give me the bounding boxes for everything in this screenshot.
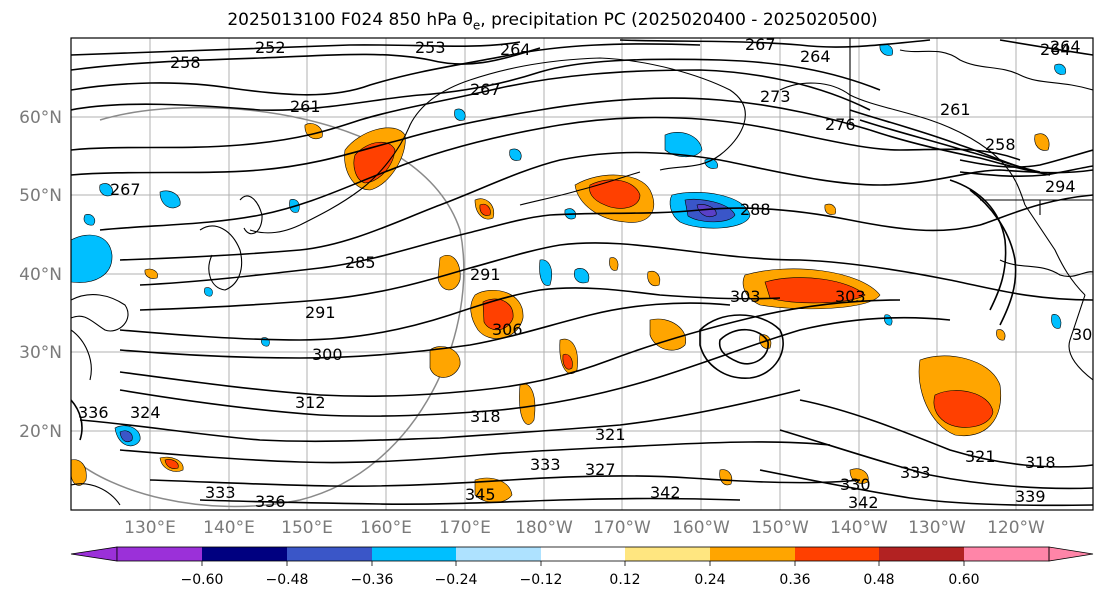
contour-label-23: 306	[492, 320, 523, 339]
lon-label-150e: 150°E	[281, 518, 333, 538]
contour-label-38: 330	[840, 475, 871, 494]
contour-label-24: 312	[295, 393, 326, 412]
colorbar-bin-6	[625, 547, 710, 561]
lon-label-170w: 170°W	[593, 518, 651, 538]
contour-label-40: 336	[255, 492, 286, 511]
colorbar-tick-3: −0.24	[435, 572, 478, 588]
contour-label-25: 324	[130, 403, 161, 422]
coastlines	[71, 38, 1093, 506]
lon-label-170e: 170°E	[439, 518, 491, 538]
lat-label-50n: 50°N	[19, 186, 62, 206]
lon-label-160e: 160°E	[360, 518, 412, 538]
colorbar-tick-5: 0.12	[609, 572, 640, 588]
map-content: 252 253 258 264 267 264 264 261 267 273 …	[71, 35, 1093, 512]
map-title: 2025013100 F024 850 hPa θe, precipitatio…	[227, 10, 878, 33]
colorbar-bin-8	[795, 547, 879, 561]
contour-label-41: 30	[1072, 325, 1092, 344]
contour-label-6: 264	[1050, 37, 1081, 56]
contour-label-9: 273	[760, 87, 791, 106]
lat-label-30n: 30°N	[19, 343, 62, 363]
lon-label-180w: 180°W	[515, 518, 573, 538]
contour-label-14: 294	[1045, 177, 1076, 196]
colorbar-tick-8: 0.48	[863, 572, 894, 588]
contour-label-34: 339	[1015, 487, 1046, 506]
contour-label-1: 253	[415, 38, 446, 57]
colorbar-bin-4	[456, 547, 541, 561]
lon-label-120w: 120°W	[987, 518, 1045, 538]
lat-label-60n: 60°N	[19, 108, 62, 128]
contour-label-39: 333	[205, 483, 236, 502]
map-frame	[70, 37, 1094, 511]
contour-label-5: 264	[800, 47, 831, 66]
contour-label-7: 261	[290, 97, 321, 116]
colorbar-tick-6: 0.24	[694, 572, 725, 588]
contour-label-8: 267	[470, 80, 501, 99]
contour-label-18: 291	[470, 265, 501, 284]
colorbar-under-arrow	[70, 546, 118, 562]
colorbar-over-arrow	[1048, 546, 1094, 562]
colorbar-bin-7	[710, 547, 795, 561]
lat-label-20n: 20°N	[19, 422, 62, 442]
contour-label-10: 276	[825, 115, 856, 134]
colorbar-bin-3	[372, 547, 456, 561]
colorbar-bin-1	[202, 547, 287, 561]
colorbar-tick-0: −0.60	[181, 572, 224, 588]
contour-label-21: 291	[305, 303, 336, 322]
contour-label-27: 321	[595, 425, 626, 444]
colorbar-tick-9: 0.60	[948, 572, 979, 588]
precip-negative	[71, 43, 1067, 447]
contour-label-17: 288	[740, 200, 771, 219]
contour-label-11: 261	[940, 100, 971, 119]
colorbar-tick-7: 0.36	[779, 572, 810, 588]
contour-label-36: 327	[585, 460, 616, 479]
lon-label-130w: 130°W	[908, 518, 966, 538]
colorbar-bin-10	[964, 547, 1049, 561]
contour-label-3: 264	[500, 40, 531, 59]
contour-label-30: 336	[78, 403, 109, 422]
contour-label-28: 321	[965, 447, 996, 466]
lat-label-40n: 40°N	[19, 265, 62, 285]
contour-label-16: 285	[345, 253, 376, 272]
colorbar-bin-5	[541, 547, 625, 561]
lon-label-150w: 150°W	[751, 518, 809, 538]
colorbar-bin-9	[879, 547, 964, 561]
contour-label-31: 333	[530, 455, 561, 474]
contour-label-35: 342	[848, 493, 879, 512]
colorbar-tick-2: −0.36	[351, 572, 394, 588]
contour-label-26: 318	[470, 407, 501, 426]
contour-label-32: 342	[650, 483, 681, 502]
contour-label-13: 264	[1040, 40, 1071, 59]
contour-label-29: 318	[1025, 453, 1056, 472]
lon-label-160w: 160°W	[672, 518, 730, 538]
colorbar-tick-1: −0.48	[266, 572, 309, 588]
theta-e-contours	[71, 39, 1093, 507]
contour-label-0: 252	[255, 38, 286, 57]
colorbar-frame	[116, 546, 1050, 562]
colorbar-tick-4: −0.12	[520, 572, 563, 588]
contour-label-19: 303	[730, 287, 761, 306]
colorbar-bin-0	[117, 547, 202, 561]
contour-label-20: 303	[835, 287, 866, 306]
contour-label-37: 345	[465, 485, 496, 504]
latitude-labels: 60°N 50°N 40°N 30°N 20°N	[19, 108, 62, 442]
contour-label-4: 267	[745, 35, 776, 54]
contour-labels: 252 253 258 264 267 264 264 261 267 273 …	[78, 35, 1092, 512]
contour-label-33: 333	[900, 463, 931, 482]
contour-label-12: 258	[985, 135, 1016, 154]
contour-label-2: 258	[170, 53, 201, 72]
region-outline	[74, 106, 465, 508]
lon-label-130e: 130°E	[124, 518, 176, 538]
contour-label-22: 300	[312, 345, 343, 364]
colorbar-bin-2	[287, 547, 372, 561]
longitude-labels: 130°E 140°E 150°E 160°E 170°E 180°W 170°…	[124, 518, 1045, 538]
colorbar: −0.60 −0.48 −0.36 −0.24 −0.12 0.12 0.24 …	[70, 546, 1094, 588]
lon-label-140e: 140°E	[203, 518, 255, 538]
contour-label-15: 267	[110, 180, 141, 199]
lon-label-140w: 140°W	[830, 518, 888, 538]
